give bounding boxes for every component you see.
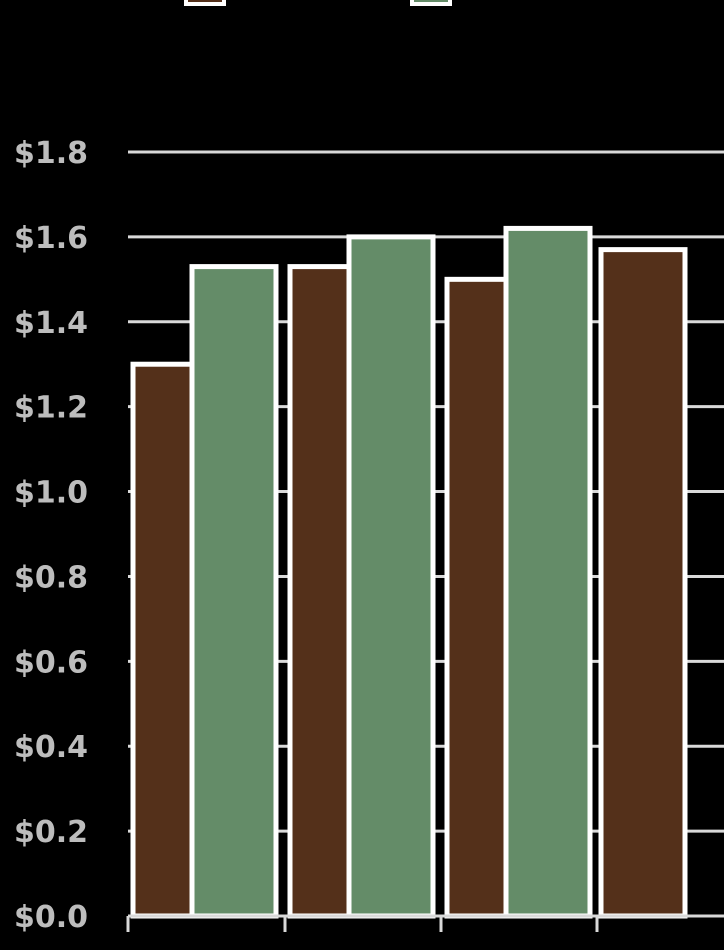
- bar-series-1-group-4: [598, 247, 688, 919]
- legend-swatch-series-2: [410, 0, 452, 6]
- y-tick-label: $0.4: [14, 730, 88, 765]
- y-tick-label: $0.8: [14, 560, 88, 595]
- bar-series-2-group-2: [346, 234, 436, 919]
- legend-swatch-series-1: [184, 0, 226, 6]
- bar-series-1-group-3: [444, 276, 509, 919]
- bar-series-1-group-2: [287, 264, 352, 919]
- y-tick-label: $0.0: [14, 900, 88, 935]
- y-tick-label: $1.0: [14, 476, 88, 511]
- y-tick-label: $0.6: [14, 645, 88, 680]
- bar-series-2-group-1: [189, 264, 279, 919]
- bars: [130, 225, 688, 919]
- y-tick-label: $0.2: [14, 815, 88, 850]
- y-tick-label: $1.2: [14, 391, 88, 426]
- bar-series-2-group-3: [503, 225, 593, 919]
- y-axis-tick-labels: $0.0 $0.2 $0.4 $0.6 $0.8 $1.0 $1.2 $1.4 $1.6 $1.8: [14, 136, 88, 935]
- y-tick-label: $1.6: [14, 221, 88, 256]
- bar-series-1-group-1: [130, 361, 195, 919]
- y-tick-label: $1.4: [14, 306, 88, 341]
- y-tick-label: $1.8: [14, 136, 88, 171]
- x-axis: [126, 914, 724, 932]
